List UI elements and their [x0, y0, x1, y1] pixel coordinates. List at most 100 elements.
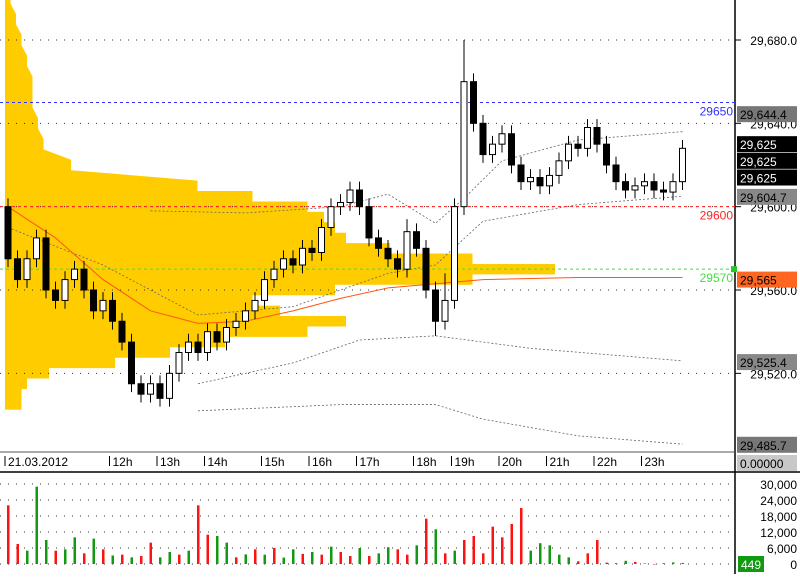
candle [90, 289, 97, 312]
volume-bar [263, 554, 266, 564]
volume-bar [520, 508, 523, 564]
time-label: 14h [208, 455, 228, 469]
candle [42, 237, 50, 291]
time-label: 19h [455, 455, 475, 469]
volume-bar [225, 542, 228, 564]
level-label: 29650 [700, 105, 734, 119]
candle [289, 258, 297, 266]
candle [251, 299, 259, 312]
time-label: 13h [160, 455, 180, 469]
candle [479, 122, 487, 156]
volume-tick-label: 30,000 [760, 478, 797, 492]
vwap-line [7, 206, 683, 324]
candle [109, 299, 116, 322]
volume-bar [73, 537, 76, 564]
volume-bar [672, 562, 675, 564]
price-tag [737, 436, 797, 453]
price-tag-label: 29,625 [740, 172, 777, 186]
deviation-band [197, 404, 683, 445]
candle [261, 279, 268, 301]
volume-bar [187, 550, 190, 564]
candle [337, 202, 344, 208]
level-label: 29600 [700, 209, 734, 223]
candle [584, 127, 591, 149]
candle [669, 181, 677, 193]
candle [232, 320, 240, 328]
time-label: 15h [265, 455, 285, 469]
candle [137, 383, 145, 395]
volume-bar [567, 557, 570, 564]
volume-tick-label: 12,000 [760, 526, 797, 540]
time-label: 20h [502, 455, 522, 469]
volume-bar [206, 534, 209, 564]
volume-bar [548, 545, 551, 564]
price-tag [737, 152, 797, 169]
price-tag-label: 29,625 [740, 138, 777, 152]
deviation-band [7, 195, 683, 316]
candle [413, 231, 420, 249]
price-tag-label: 29,644.4 [740, 108, 787, 122]
volume-bar [339, 552, 342, 564]
candle [346, 189, 354, 203]
candle [622, 181, 629, 191]
price-tag [737, 188, 797, 205]
time-label: 23h [645, 455, 665, 469]
volume-bar [35, 486, 38, 564]
volume-bar [482, 553, 485, 564]
candle [527, 177, 534, 183]
volume-bar [596, 540, 599, 564]
candle [318, 227, 325, 253]
candle [128, 341, 135, 385]
volume-bar [434, 529, 437, 564]
volume-bar [130, 557, 133, 564]
candle [660, 189, 667, 193]
candle [432, 289, 439, 322]
volume-bar [292, 549, 295, 564]
volume-bar [368, 556, 371, 564]
time-label: 21.03.2012 [8, 455, 68, 469]
volume-bar [501, 537, 504, 564]
candle [631, 185, 639, 191]
volume-tick-label: 18,000 [760, 510, 797, 524]
time-label: 17h [360, 455, 380, 469]
time-label: 16h [312, 455, 332, 469]
price-tag [737, 169, 797, 186]
volume-bar [121, 554, 124, 564]
volume-bar [539, 543, 542, 564]
volume-bar [7, 505, 10, 564]
candle [679, 147, 686, 183]
candle [299, 247, 306, 266]
volume-bar [396, 549, 399, 564]
level-label: 29570 [700, 271, 734, 285]
candle [375, 237, 382, 249]
candle [422, 247, 430, 291]
price-tag [737, 106, 797, 123]
volume-bar [102, 549, 105, 564]
volume-tick-label: 0 [790, 558, 797, 572]
volume-bar [653, 564, 656, 565]
volume-bar [216, 536, 219, 564]
candle [118, 320, 126, 343]
candle [517, 164, 525, 183]
candle [270, 268, 278, 281]
volume-bar [463, 540, 466, 564]
candle [80, 268, 88, 291]
candle [365, 206, 373, 239]
volume-bar [149, 542, 152, 564]
candle [156, 383, 164, 399]
candle [394, 258, 401, 270]
candle [356, 189, 363, 208]
candle [242, 310, 249, 322]
candle [650, 181, 658, 191]
candle [470, 81, 477, 124]
volume-bar [235, 557, 238, 564]
volume-bar [425, 518, 428, 564]
volume-tick-label: 24,000 [760, 494, 797, 508]
volume-bar [491, 526, 494, 564]
volume-bar [282, 557, 285, 564]
volume-bar [624, 560, 627, 564]
candle [460, 81, 468, 208]
candle [175, 352, 183, 374]
volume-profile [5, 0, 555, 410]
